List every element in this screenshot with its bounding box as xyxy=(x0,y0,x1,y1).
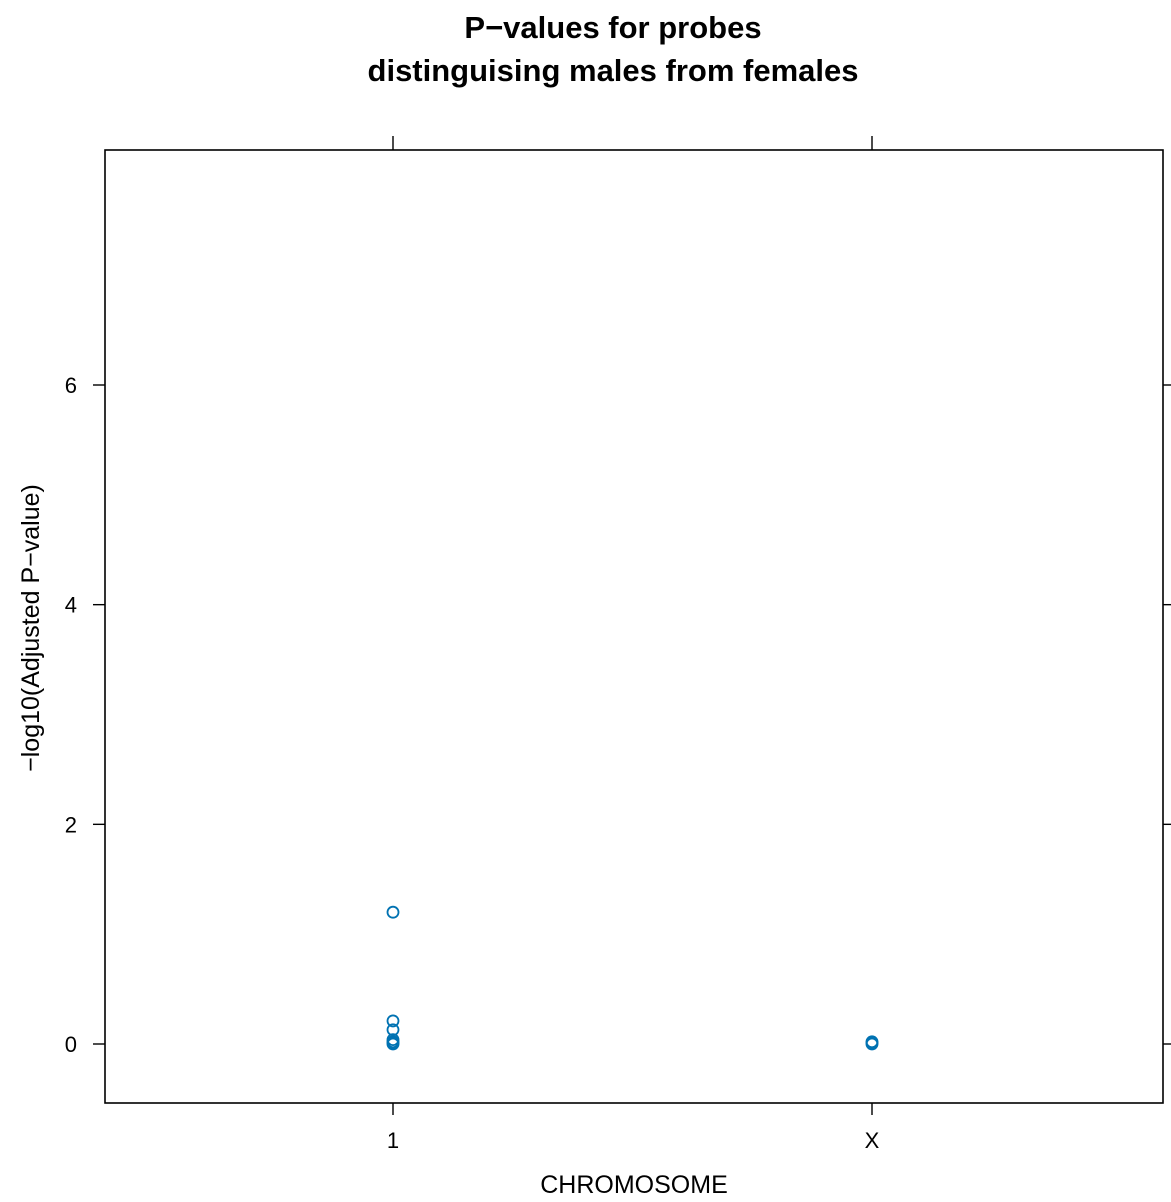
data-point xyxy=(386,1014,400,1028)
data-points xyxy=(386,905,879,1051)
x-tick-label: 1 xyxy=(387,1128,399,1153)
y-axis-title: −log10(Adjusted P−value) xyxy=(17,484,45,772)
x-tick-label: X xyxy=(865,1128,880,1153)
y-tick-label: 4 xyxy=(65,593,77,618)
data-point xyxy=(386,1023,400,1037)
data-point xyxy=(386,905,400,919)
chart-title-line-1: P−values for probes xyxy=(464,10,761,45)
y-tick-label: 6 xyxy=(65,373,77,398)
axis-tick-labels: 0 2 4 6 1 X xyxy=(65,373,880,1153)
axis-ticks xyxy=(93,136,1171,1115)
y-tick-label: 0 xyxy=(65,1032,77,1057)
data-point xyxy=(865,1037,879,1051)
plot-frame xyxy=(104,149,1164,1104)
chart-title-line-2: distinguising males from females xyxy=(368,53,859,88)
data-point xyxy=(386,1037,400,1051)
y-tick-label: 2 xyxy=(65,812,77,837)
x-axis-title: CHROMOSOME xyxy=(540,1171,728,1199)
